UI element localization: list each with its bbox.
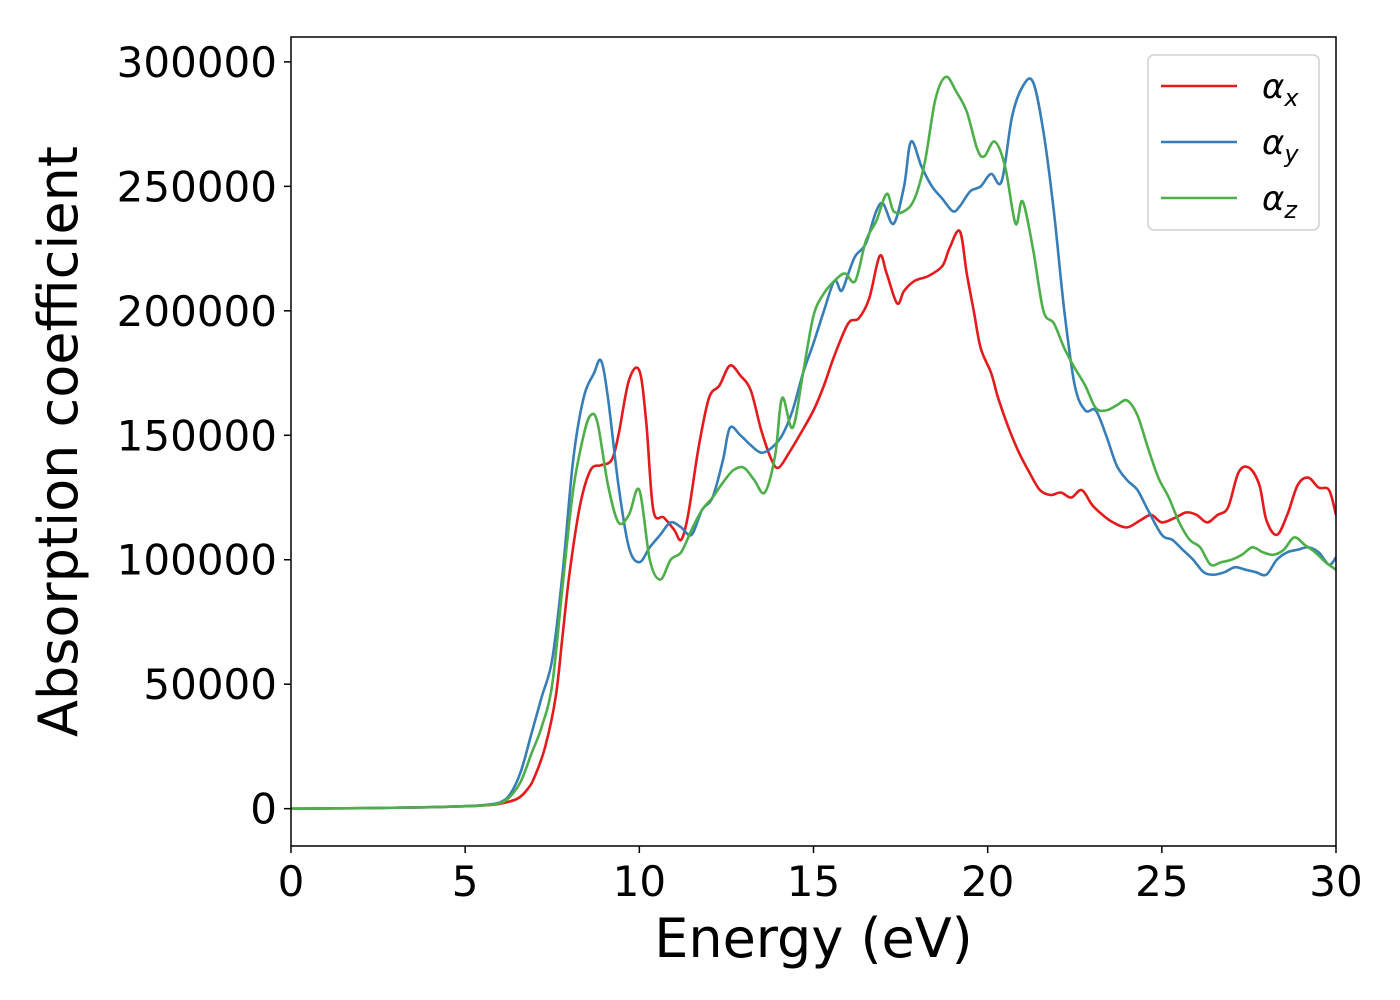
- y-tick-label: 300000: [117, 38, 277, 87]
- y-tick-label: 200000: [117, 287, 277, 336]
- y-tick-label: 0: [250, 785, 277, 834]
- y-tick-label: 250000: [117, 162, 277, 211]
- x-tick-label: 15: [787, 857, 840, 906]
- y-tick-label: 50000: [143, 660, 277, 709]
- x-tick-label: 0: [278, 857, 305, 906]
- series-layer: [291, 75, 1336, 810]
- x-tick-label: 10: [613, 857, 666, 906]
- series-line-x: [291, 229, 1336, 810]
- y-tick-label: 100000: [117, 536, 277, 585]
- legend-label-z: αz: [1262, 179, 1298, 224]
- y-axis-title: Absorption coefficient: [27, 146, 90, 737]
- x-tick-label: 5: [452, 857, 479, 906]
- x-tick-label: 30: [1309, 857, 1362, 906]
- x-axis-title: Energy (eV): [654, 907, 973, 970]
- x-axis-ticks: 0 5 10 15 20 25 30: [278, 846, 1363, 906]
- x-tick-label: 25: [1135, 857, 1188, 906]
- x-tick-label: 20: [961, 857, 1014, 906]
- series-line-z: [291, 75, 1336, 810]
- y-axis-ticks: 0 50000 100000 150000 200000 250000 300000: [117, 38, 291, 834]
- y-tick-label: 150000: [117, 411, 277, 460]
